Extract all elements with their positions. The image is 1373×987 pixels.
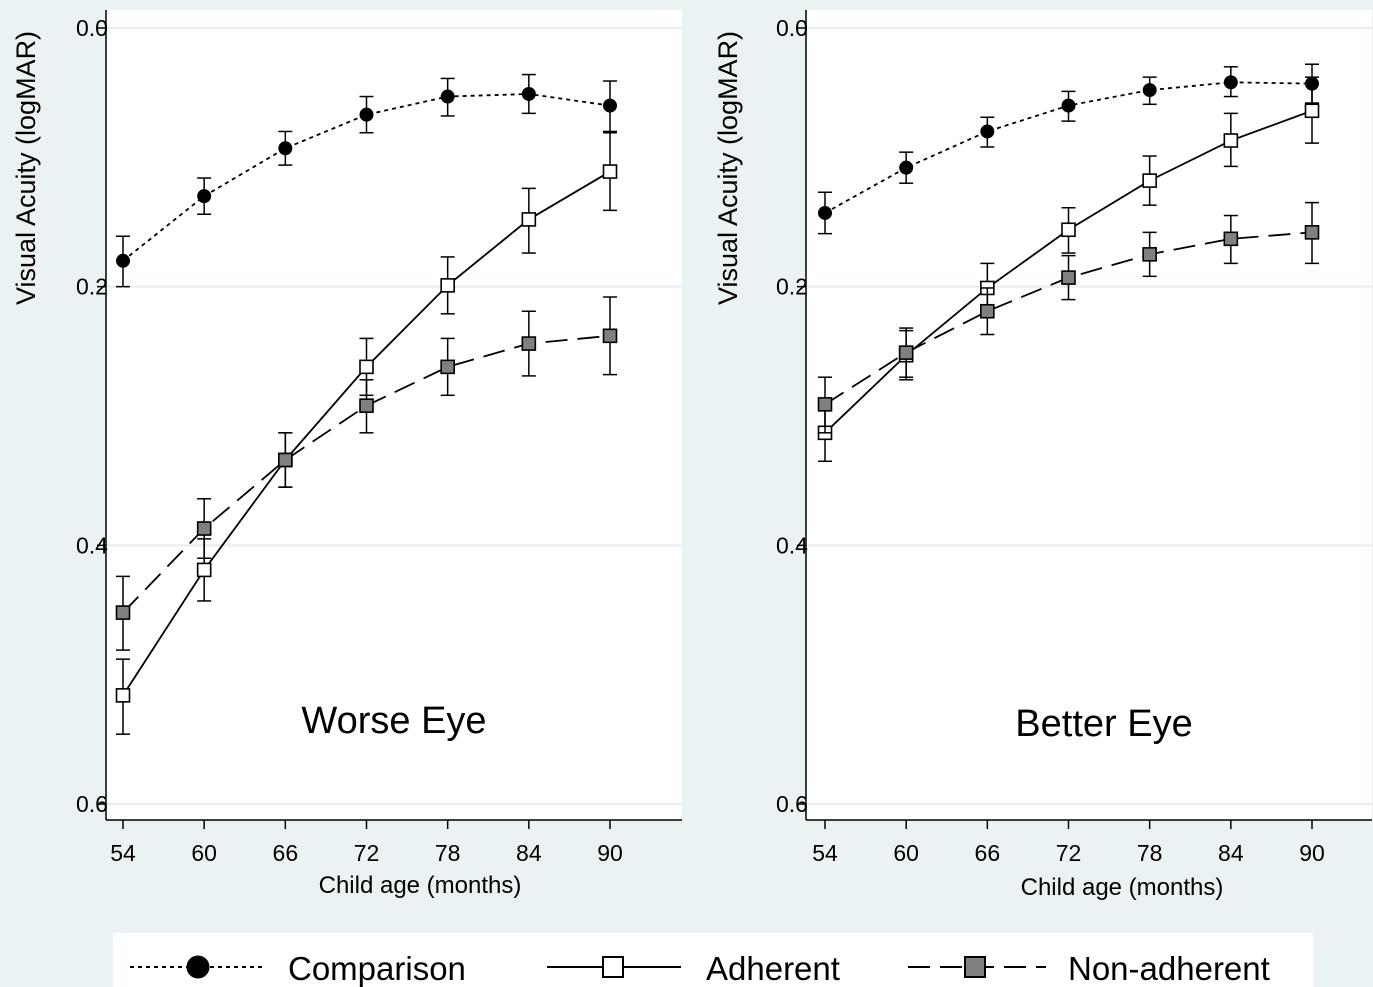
chart-better-eye: 0.0 0.2 0.4 0.654 60 66 72 78 84 90 Child age (mo… [713, 10, 1372, 901]
data-point [278, 141, 293, 156]
data-point [115, 688, 131, 703]
data-point [197, 189, 212, 204]
x-tick-label: 60 [191, 840, 217, 866]
y-tick-label: 0.2 [76, 274, 108, 300]
data-point [521, 212, 537, 227]
legend-label: Adherent [706, 950, 840, 987]
data-point [1223, 133, 1239, 148]
data-point [521, 86, 536, 101]
x-tick-label: 72 [354, 840, 380, 866]
legend-item-non-adherent: Non-adherent [908, 950, 1270, 987]
axis-ticks: 0.0 0.2 0.4 0.654 60 66 72 78 84 90 [76, 15, 623, 866]
data-point [521, 336, 537, 351]
gridlines [806, 27, 1372, 805]
chart-worse-eye: 0.0 0.2 0.4 0.654 60 66 72 78 84 90 Child age (mo… [11, 10, 682, 899]
series-adherent [115, 132, 618, 735]
data-point [278, 452, 293, 468]
data-point [818, 205, 832, 220]
panel-annotation: Better Eye [1015, 703, 1192, 745]
x-tick-label: 66 [975, 840, 1001, 866]
legend-label: Comparison [288, 950, 466, 987]
y-tick-label: 0.6 [776, 791, 808, 817]
data-point [980, 303, 995, 319]
data-point [1142, 173, 1157, 188]
legend-marker-square [602, 956, 624, 978]
x-axis-label: Child age (months) [319, 872, 522, 899]
data-point [602, 164, 618, 179]
y-tick-label: 0.4 [776, 532, 808, 558]
panel-annotation: Worse Eye [301, 700, 486, 742]
data-point [898, 345, 914, 360]
x-tick-label: 54 [110, 840, 136, 866]
y-axis-label: Visual Acuity (logMAR) [11, 31, 41, 305]
series-layer [817, 63, 1320, 463]
series-comparison [116, 73, 617, 288]
y-tick-label: 0.6 [76, 791, 108, 817]
y-tick-label: 0.0 [76, 15, 108, 41]
x-tick-label: 54 [812, 840, 838, 866]
data-point [980, 124, 995, 139]
data-point [899, 160, 914, 175]
data-point [196, 562, 212, 578]
y-tick-label: 0.0 [776, 15, 808, 41]
data-point [1142, 247, 1157, 262]
x-tick-label: 78 [435, 840, 461, 866]
plot-area [806, 10, 1372, 820]
x-tick-label: 90 [597, 840, 623, 866]
x-tick-label: 78 [1137, 840, 1163, 866]
legend-item-adherent: Adherent [547, 950, 840, 987]
data-point [1223, 231, 1239, 247]
data-point [359, 359, 374, 375]
data-point [817, 397, 833, 412]
series-non-adherent [115, 296, 618, 651]
y-tick-label: 0.4 [76, 532, 108, 558]
y-axis-label: Visual Acuity (logMAR) [713, 31, 743, 305]
x-tick-label: 72 [1056, 840, 1082, 866]
data-point [1061, 222, 1076, 238]
legend-item-comparison: Comparison [130, 950, 466, 987]
data-point [602, 328, 618, 344]
data-point [440, 278, 455, 293]
data-point [440, 359, 455, 375]
data-point [196, 521, 212, 536]
x-tick-label: 66 [273, 840, 299, 866]
data-point [1061, 98, 1076, 113]
legend-label: Non-adherent [1068, 950, 1270, 987]
legend-marker-square [964, 956, 986, 978]
x-tick-label: 60 [893, 840, 919, 866]
x-tick-label: 90 [1299, 840, 1325, 866]
series-non-adherent [817, 201, 1320, 434]
data-point [1223, 75, 1238, 90]
data-point [116, 253, 130, 268]
y-tick-label: 0.2 [776, 274, 808, 300]
series-comparison [818, 63, 1319, 235]
legend: Comparison Adherent Non-adherent [113, 933, 1313, 987]
legend-box [113, 933, 1313, 987]
series-layer [115, 73, 618, 735]
legend-marker-circle [186, 955, 210, 979]
data-point [359, 398, 374, 413]
data-point [1304, 225, 1320, 240]
data-point [359, 107, 374, 122]
plot-area [106, 10, 682, 820]
x-axis-label: Child age (months) [1021, 874, 1224, 901]
data-point [1142, 83, 1157, 98]
x-tick-label: 84 [1218, 840, 1244, 866]
axis-ticks: 0.0 0.2 0.4 0.654 60 66 72 78 84 90 [776, 15, 1325, 866]
data-point [115, 605, 131, 620]
data-point [603, 98, 617, 113]
data-point [1061, 270, 1076, 285]
data-point [440, 89, 455, 104]
gridlines [106, 27, 682, 805]
x-tick-label: 84 [516, 840, 542, 866]
data-point [1304, 103, 1320, 119]
